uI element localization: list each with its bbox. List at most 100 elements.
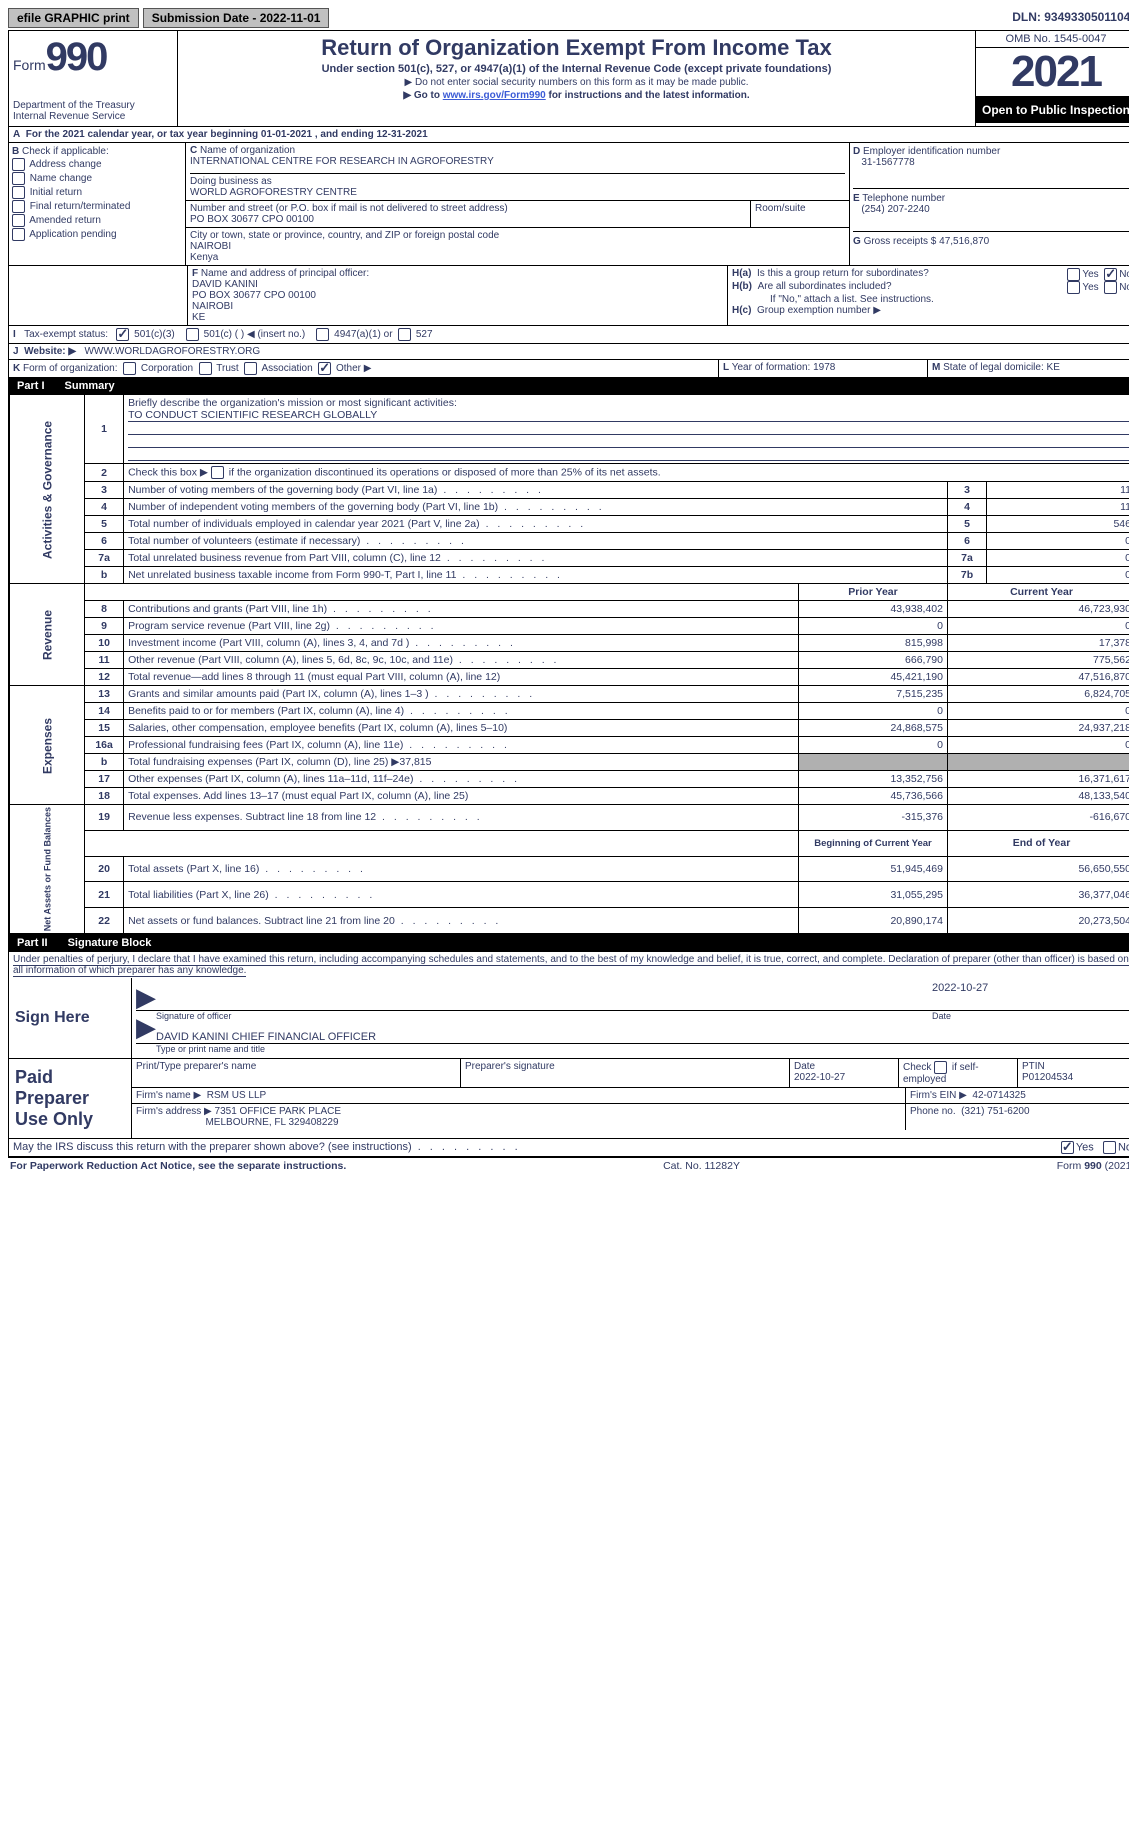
hdr-end: End of Year [948,830,1129,856]
c-city2: Kenya [190,252,218,263]
efile-print-button[interactable]: efile GRAPHIC print [8,8,139,28]
checkbox-discuss-yes[interactable] [1061,1141,1074,1154]
prep-date: 2022-10-27 [794,1072,845,1083]
c-street: PO BOX 30677 CPO 00100 [190,214,314,225]
checkbox-4947[interactable] [316,328,329,341]
section-a: A For the 2021 calendar year, or tax yea… [8,127,1129,143]
k-o1: Corporation [141,363,193,374]
checkbox-hb-no[interactable] [1104,281,1117,294]
b-o4: Final return/terminated [30,201,131,212]
k-o2: Trust [216,363,238,374]
checkbox-self-employed[interactable] [934,1061,947,1074]
sign-date: 2022-10-27 [932,982,1129,1010]
j-value: WWW.WORLDAGROFORESTRY.ORG [84,346,260,357]
checkbox-corp[interactable] [123,362,136,375]
part-ii-header: Part II Signature Block [8,935,1129,952]
checkbox-ha-yes[interactable] [1067,268,1080,281]
form-title: Return of Organization Exempt From Incom… [186,35,967,61]
c-dba: WORLD AGROFORESTRY CENTRE [190,187,357,198]
section-bcdefg: B Check if applicable: Address change Na… [8,143,1129,266]
e-label: Telephone number [862,193,945,204]
submission-date-button[interactable]: Submission Date - 2022-11-01 [143,8,330,28]
l6-c: 0 [987,533,1129,550]
l16b-t: Total fundraising expenses (Part IX, col… [128,756,431,768]
prep-firm-label: Firm's name ▶ [136,1090,201,1101]
section-fh: F Name and address of principal officer:… [8,266,1129,326]
l22-t: Net assets or fund balances. Subtract li… [128,915,501,927]
l7a-c: 0 [987,550,1129,567]
a-pre: For the 2021 calendar year, or tax year … [26,129,261,140]
checkbox-assoc[interactable] [244,362,257,375]
section-i: I Tax-exempt status: 501(c)(3) 501(c) ( … [8,326,1129,344]
header-left: Form990 Department of the Treasury Inter… [9,31,178,126]
sign-name-label: Type or print name and title [156,1044,265,1054]
penalty-text: Under penalties of perjury, I declare th… [13,954,1129,977]
sign-here-label: Sign Here [9,978,132,1058]
b-o3: Initial return [30,187,82,198]
checkbox-final-return[interactable] [12,200,25,213]
prep-self-pre: Check [903,1062,934,1073]
d-value: 31-1567778 [861,157,914,168]
l12-t: Total revenue—add lines 8 through 11 (mu… [128,671,500,683]
prep-date-label: Date [794,1061,815,1072]
section-b: B Check if applicable: Address change Na… [9,143,186,265]
prep-phone-label: Phone no. [910,1106,956,1117]
side-netassets: Net Assets or Fund Balances [10,805,85,934]
sign-sig-label: Signature of officer [156,1011,932,1021]
l6-t: Total number of volunteers (estimate if … [128,535,467,547]
l15-t: Salaries, other compensation, employee b… [128,722,507,734]
checkbox-501c3[interactable] [116,328,129,341]
q2-post: if the organization discontinued its ope… [226,466,661,478]
m-label: State of legal domicile: [943,362,1044,373]
sign-date-label: Date [932,1011,1129,1021]
c-org-name: INTERNATIONAL CENTRE FOR RESEARCH IN AGR… [190,156,494,167]
part-ii-name: Signature Block [68,937,152,949]
l10-t: Investment income (Part VIII, column (A)… [128,637,516,649]
l11-t: Other revenue (Part VIII, column (A), li… [128,654,559,666]
checkbox-name-change[interactable] [12,172,25,185]
prep-ein-label: Firm's EIN ▶ [910,1090,967,1101]
l16a-t: Professional fundraising fees (Part IX, … [128,739,510,751]
l4-t: Number of independent voting members of … [128,501,605,513]
l4-c: 11 [987,499,1129,516]
checkbox-application-pending[interactable] [12,228,25,241]
hc-label: Group exemption number ▶ [757,305,881,316]
f-l4: KE [192,312,205,323]
ha-yes: Yes [1082,269,1098,280]
checkbox-ha-no[interactable] [1104,268,1117,281]
i-o2: 501(c) ( ) ◀ (insert no.) [204,329,306,340]
l21-t: Total liabilities (Part X, line 26) [128,889,375,901]
checkbox-trust[interactable] [199,362,212,375]
top-bar: efile GRAPHIC print Submission Date - 20… [8,8,1129,28]
b-o1: Address change [29,159,101,170]
b-label: Check if applicable: [22,146,109,157]
l20-t: Total assets (Part X, line 16) [128,863,366,875]
checkbox-501c[interactable] [186,328,199,341]
page-footer: For Paperwork Reduction Act Notice, see … [8,1158,1129,1174]
checkbox-address-change[interactable] [12,158,25,171]
checkbox-527[interactable] [398,328,411,341]
l17-t: Other expenses (Part IX, column (A), lin… [128,773,520,785]
irs-label: Internal Revenue Service [13,111,173,122]
c-city1: NAIROBI [190,241,231,252]
checkbox-hb-yes[interactable] [1067,281,1080,294]
b-o2: Name change [30,173,92,184]
form-number: 990 [46,35,107,79]
prep-addr1: 7351 OFFICE PARK PLACE [215,1106,342,1117]
checkbox-discontinued[interactable] [211,466,224,479]
irs-link[interactable]: www.irs.gov/Form990 [443,90,546,101]
b-o5: Amended return [29,215,101,226]
checkbox-initial-return[interactable] [12,186,25,199]
part-ii-title: Part II [17,937,48,949]
paid-preparer-label: Paid Preparer Use Only [9,1059,132,1138]
c-city-label: City or town, state or province, country… [190,230,499,241]
section-klm: K Form of organization: Corporation Trus… [8,360,1129,378]
ha-no: No [1119,269,1129,280]
f-l2: PO BOX 30677 CPO 00100 [192,290,316,301]
g-value: 47,516,870 [939,236,989,247]
checkbox-amended-return[interactable] [12,214,25,227]
part-i-name: Summary [65,380,115,392]
name-arrow-icon: ▶ [136,1012,156,1043]
checkbox-discuss-no[interactable] [1103,1141,1116,1154]
checkbox-other[interactable] [318,362,331,375]
